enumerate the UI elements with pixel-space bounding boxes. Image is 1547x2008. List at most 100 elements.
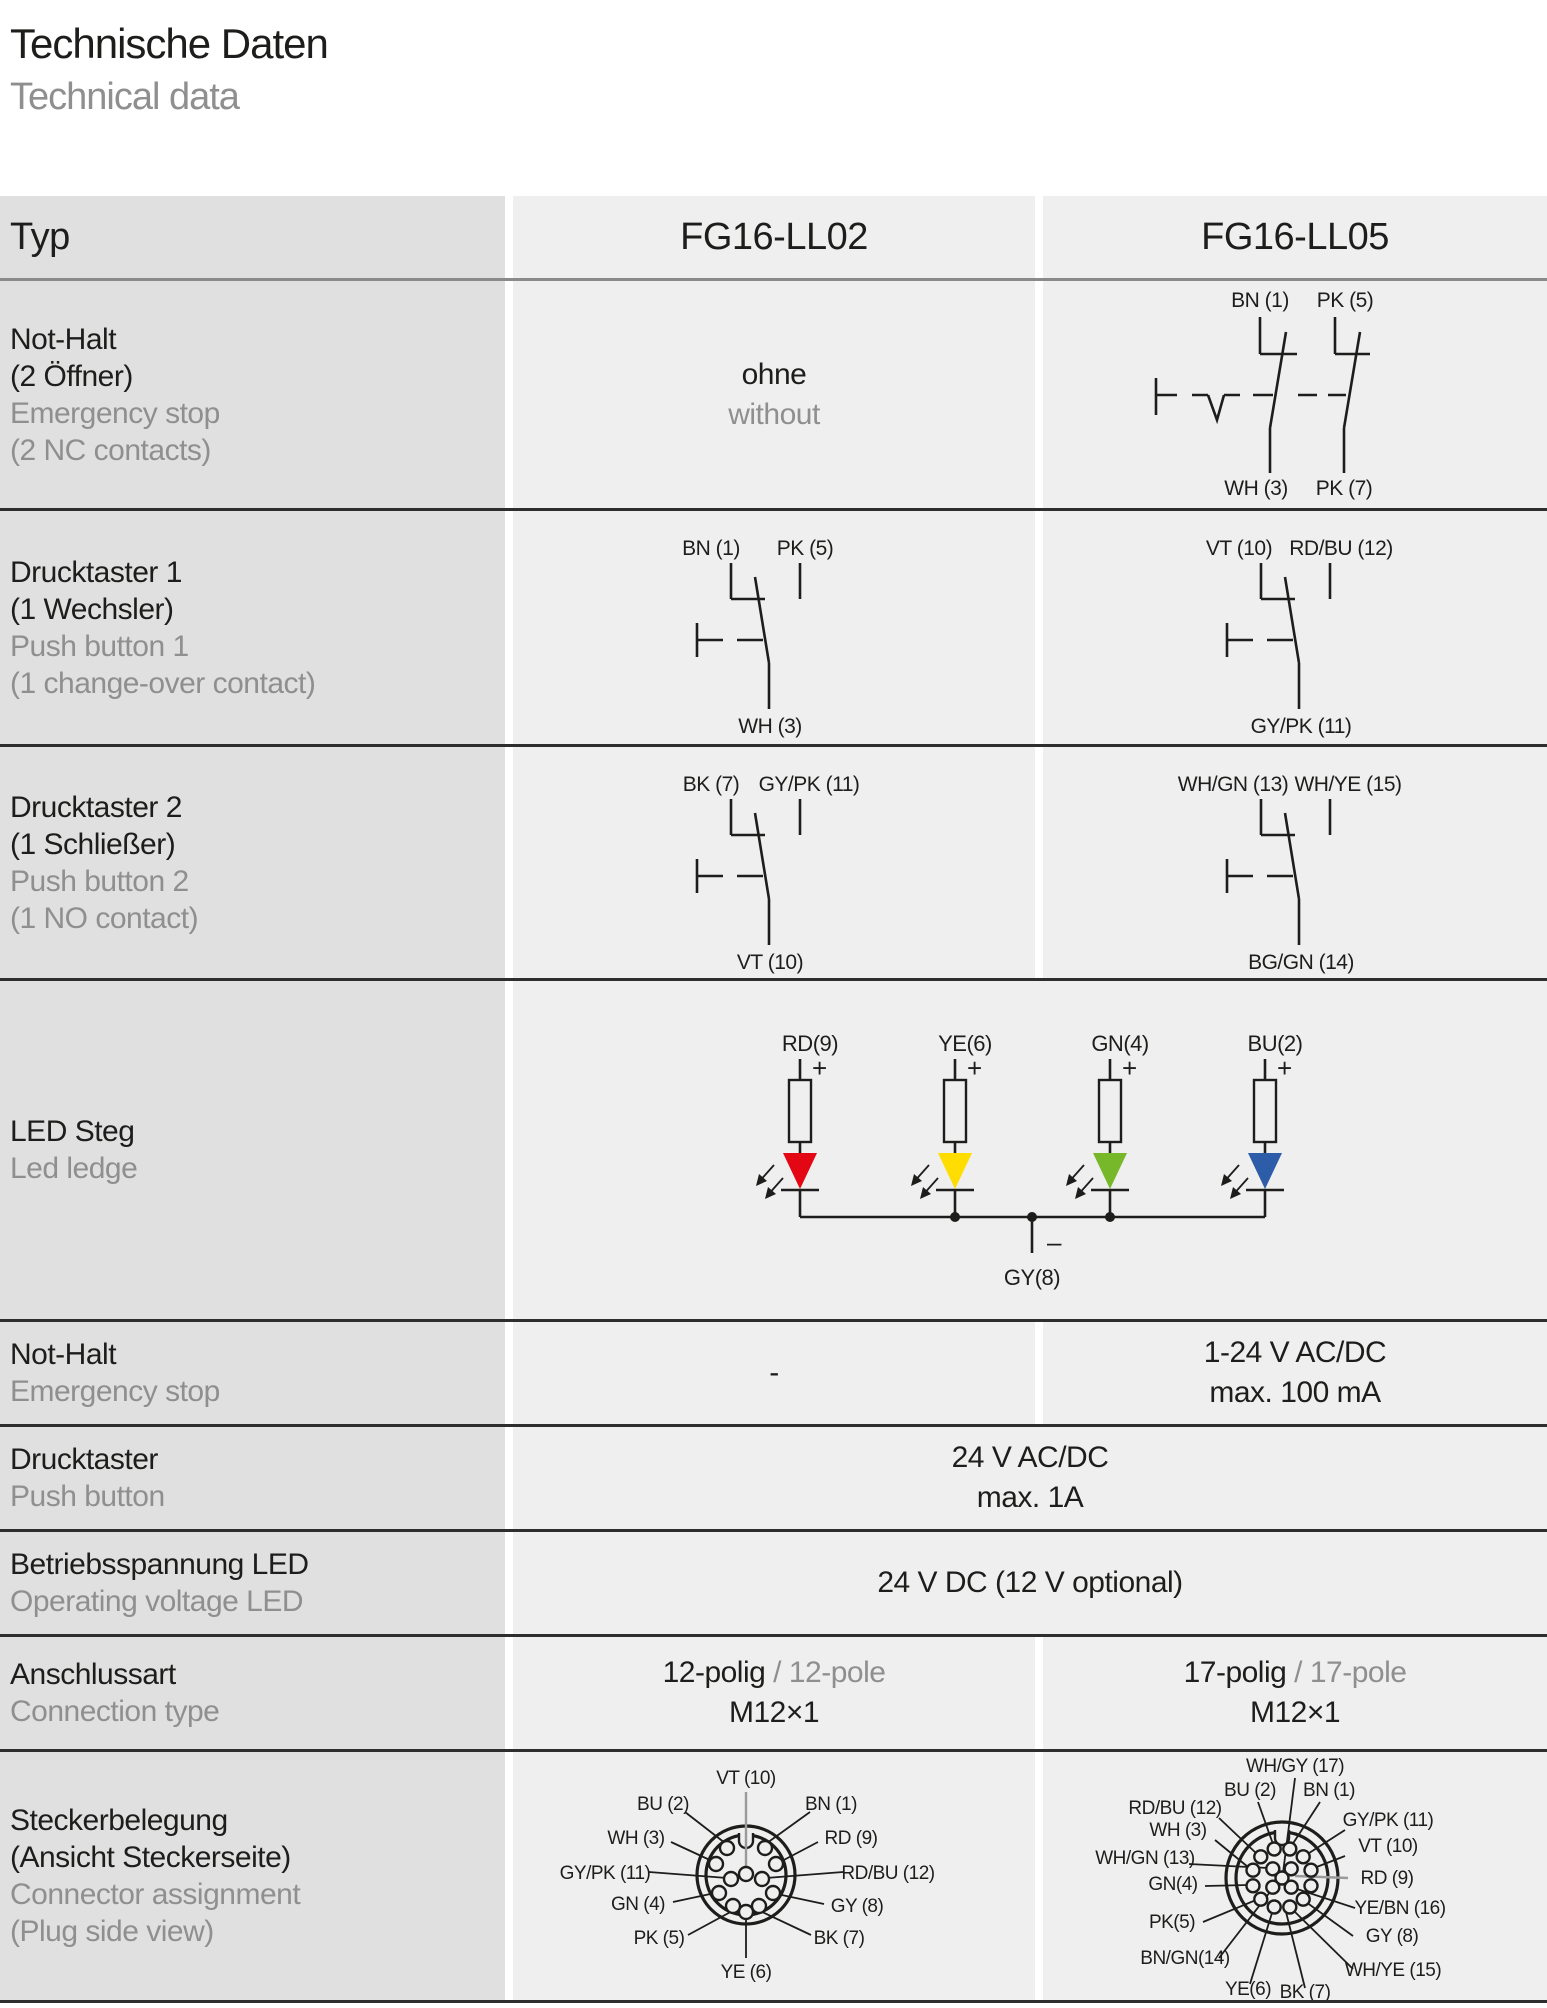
row-led-ledge: LED Steg Led ledge RD(9) + (0, 981, 1547, 1319)
separator (0, 508, 1547, 511)
connector-pins (1245, 1841, 1319, 1915)
row-push-button-values: Drucktaster Push button 24 V AC/DC max. … (0, 1427, 1547, 1529)
connector-pin-label: RD (9) (1361, 1868, 1414, 1889)
pin-label: BN (1) (1231, 289, 1289, 312)
pin-label: WH/YE (15) (1294, 773, 1401, 796)
cell-led-circuit: RD(9) + YE(6) + (513, 981, 1547, 1319)
connector-pin-label: WH/GN (13) (1095, 1848, 1195, 1869)
row-label-connection-type: Anschlussart Connection type (0, 1637, 505, 1749)
resistor-symbol (942, 1078, 968, 1144)
connector-pin-label: BN (1) (1303, 1780, 1355, 1801)
row-label-led-voltage: Betriebsspannung LED Operating voltage L… (0, 1532, 505, 1634)
connector-pin-label: YE/BN (16) (1354, 1898, 1445, 1919)
connector-pin-label: GY/PK (11) (560, 1863, 651, 1884)
separator (0, 1634, 1547, 1637)
row-connection-type: Anschlussart Connection type 12-polig / … (0, 1637, 1547, 1749)
separator (0, 2000, 1547, 2003)
circuit-lines (1225, 563, 1332, 709)
connector-pins (707, 1839, 785, 1921)
thread-size: M12×1 (728, 1696, 820, 1729)
pin-label: RD/BU (12) (1289, 537, 1393, 560)
led-common-bus: – GY(8) (800, 1212, 1265, 1290)
pin-label: WH (3) (738, 715, 802, 738)
separator (0, 1529, 1547, 1532)
led-label: BU(2) (1248, 1031, 1303, 1056)
led-symbol (1093, 1153, 1127, 1189)
changeover-circuit-diagram: BN (1) PK (5) WH (3) (682, 537, 834, 738)
nc-contacts-circuit-diagram: BN (1) PK (5) WH (3) PK (7) (1154, 289, 1374, 500)
technical-data-table: Typ FG16-LL02 FG16-LL05 Not-Halt (2 Öffn… (0, 196, 1547, 2003)
light-emission-arrows (756, 1164, 784, 1199)
separator (0, 978, 1547, 981)
value-line: 24 V AC/DC (951, 1441, 1109, 1474)
led-common-label: GY(8) (1004, 1265, 1060, 1290)
pin-label: WH/GN (13) (1178, 773, 1289, 796)
pin-label: PK (5) (1317, 289, 1374, 312)
circuit-lines (695, 799, 802, 945)
connector-pin-label: RD/BU (12) (841, 1863, 934, 1884)
pin-label: GY/PK (11) (759, 773, 860, 796)
connector-pin-label: BK (7) (814, 1928, 865, 1949)
pin-label: VT (10) (1206, 537, 1272, 560)
resistor-symbol (1097, 1078, 1123, 1144)
row-label-push-button-2: Drucktaster 2 (1 Schließer) Push button … (0, 747, 505, 978)
cell-ll02-push2-circuit: BK (7) GY/PK (11) VT (10) (513, 747, 1035, 978)
light-emission-arrows (1066, 1164, 1094, 1199)
led-branch-red: RD(9) + (756, 1031, 839, 1217)
table-header-row: Typ FG16-LL02 FG16-LL05 (0, 196, 1547, 278)
cell-ll05-emergency-circuit: BN (1) PK (5) WH (3) PK (7) (1043, 281, 1547, 508)
connector-pin-label: RD/BU (12) (1128, 1798, 1221, 1819)
no-contact-circuit-diagram: BK (7) GY/PK (11) VT (10) (683, 773, 860, 974)
header-typ: Typ (0, 196, 505, 278)
resistor-symbol (787, 1078, 813, 1144)
row-connector-assignment: Steckerbelegung (Ansicht Steckerseite) C… (0, 1752, 1547, 2000)
separator (0, 278, 1547, 281)
pin-labels: VT (10) BU (2) BN (1) WH (3) RD (9) GY/P… (560, 1768, 936, 1983)
row-emergency-stop-values: Not-Halt Emergency stop - 1-24 V AC/DC m… (0, 1322, 1547, 1424)
row-label-push-button-1: Drucktaster 1 (1 Wechsler) Push button 1… (0, 511, 505, 744)
cell-ll02-connection: 12-polig / 12-pole M12×1 (513, 1637, 1035, 1749)
row-label-led-ledge: LED Steg Led ledge (0, 981, 505, 1319)
separator (0, 1319, 1547, 1322)
row-label-push-values: Drucktaster Push button (0, 1427, 505, 1529)
connector-pin-label: GY (8) (831, 1896, 884, 1917)
connector-17pin-diagram: WH/GY (17) BU (2) BN (1) RD/BU (12) GY/P… (1095, 1756, 1446, 2000)
pin-label: WH (3) (1224, 477, 1288, 500)
cell-ll02-connector-pinout: VT (10) BU (2) BN (1) WH (3) RD (9) GY/P… (513, 1752, 1035, 2000)
connector-pin-label: BU (2) (1224, 1780, 1276, 1801)
row-emergency-stop-contacts: Not-Halt (2 Öffner) Emergency stop (2 NC… (0, 281, 1547, 508)
row-push-button-1: Drucktaster 1 (1 Wechsler) Push button 1… (0, 511, 1547, 744)
connector-12pin-diagram: VT (10) BU (2) BN (1) WH (3) RD (9) GY/P… (560, 1768, 936, 1983)
connector-pin-label: WH (3) (607, 1828, 664, 1849)
light-emission-arrows (1221, 1164, 1249, 1199)
light-emission-arrows (911, 1164, 939, 1199)
pin-labels: WH/GY (17) BU (2) BN (1) RD/BU (12) GY/P… (1095, 1756, 1446, 2000)
connector-pin-label: WH/GY (17) (1246, 1756, 1344, 1777)
plus-sign: + (1277, 1053, 1292, 1083)
cell-ll02-emergency-none: ohne without (513, 281, 1035, 508)
pin-label: PK (7) (1316, 477, 1373, 500)
connector-pin-label: GY (8) (1366, 1926, 1419, 1947)
cell-ll05-connector-pinout: WH/GY (17) BU (2) BN (1) RD/BU (12) GY/P… (1043, 1752, 1547, 2000)
connector-pin-label: WH/YE (15) (1345, 1960, 1442, 1981)
connector-pin-label: VT (10) (1358, 1836, 1418, 1857)
cell-push-value: 24 V AC/DC max. 1A (513, 1427, 1547, 1529)
pin-label: BG/GN (14) (1248, 951, 1354, 974)
row-push-button-2: Drucktaster 2 (1 Schließer) Push button … (0, 747, 1547, 978)
circuit-lines (695, 563, 802, 709)
pole-count: 12-polig / 12-pole (662, 1656, 886, 1689)
plus-sign: + (812, 1053, 827, 1083)
pin-label: BK (7) (683, 773, 740, 796)
value-line: max. 100 mA (1209, 1376, 1381, 1409)
pin-label: VT (10) (737, 951, 803, 974)
resistor-symbol (1252, 1078, 1278, 1144)
led-branch-yellow: YE(6) + (911, 1031, 992, 1217)
connector-pin-label: RD (9) (825, 1828, 878, 1849)
led-label: RD(9) (782, 1031, 838, 1056)
pin-label: BN (1) (682, 537, 740, 560)
minus-sign: – (1047, 1227, 1062, 1257)
header-fg16-ll05: FG16-LL05 (1043, 196, 1547, 278)
page-title-block: Technische Daten Technical data (10, 20, 329, 119)
connector-pin-label: VT (10) (716, 1768, 776, 1789)
connector-pin-label: YE(6) (1225, 1979, 1271, 2000)
